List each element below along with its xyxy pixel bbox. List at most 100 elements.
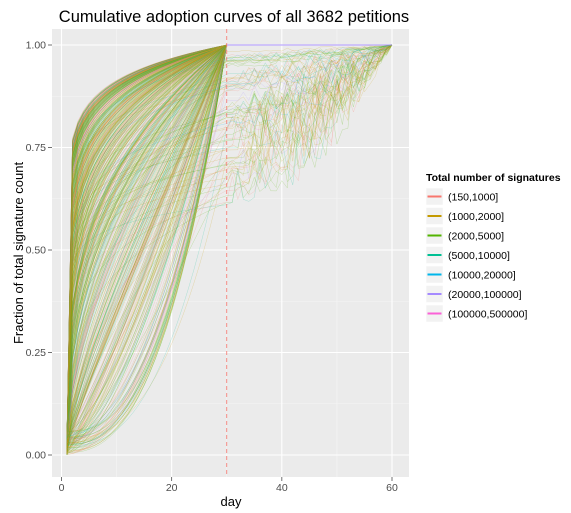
adoption-curve (66, 44, 227, 442)
adoption-curve (66, 44, 227, 453)
adoption-curve (66, 44, 227, 433)
adoption-curve (66, 44, 393, 448)
adoption-curve (66, 44, 393, 442)
adoption-curve (66, 44, 227, 436)
adoption-curve (66, 44, 227, 441)
adoption-curve (66, 44, 227, 445)
adoption-curve (66, 44, 227, 437)
legend-label: (100000,500000] (448, 309, 527, 321)
adoption-curve (66, 44, 227, 447)
adoption-curve (66, 44, 227, 437)
adoption-curve (66, 44, 227, 454)
adoption-curve (66, 44, 227, 447)
adoption-curve (66, 44, 227, 450)
adoption-curve (66, 44, 227, 435)
adoption-curve (66, 44, 227, 452)
adoption-curve (66, 44, 227, 441)
adoption-curve (66, 44, 227, 452)
adoption-curve (66, 44, 227, 453)
adoption-curve (66, 44, 227, 448)
chart-title: Cumulative adoption curves of all 3682 p… (59, 8, 409, 26)
adoption-curve (66, 44, 227, 434)
adoption-curve (66, 44, 227, 452)
adoption-curve (66, 44, 227, 433)
adoption-curve (66, 44, 393, 454)
y-tick-label: 0.25 (26, 347, 47, 359)
legend-label: (10000,20000] (448, 270, 516, 282)
adoption-curve (66, 44, 227, 448)
adoption-curve (66, 44, 227, 437)
adoption-curve (66, 44, 227, 436)
adoption-curve (66, 44, 227, 446)
adoption-curve (66, 44, 227, 455)
adoption-curve (66, 44, 227, 437)
adoption-curve (66, 44, 227, 442)
adoption-curve (66, 44, 227, 438)
adoption-curve (66, 44, 227, 440)
adoption-curve (66, 44, 393, 444)
adoption-curve (66, 44, 227, 440)
adoption-curve (66, 44, 227, 449)
adoption-curve (66, 44, 227, 444)
adoption-curve (66, 44, 393, 447)
adoption-curve (66, 44, 227, 450)
legend-label: (20000,100000] (448, 289, 522, 301)
adoption-curve (66, 44, 227, 454)
adoption-curve (66, 44, 227, 454)
adoption-curve (66, 44, 227, 449)
adoption-curve (66, 44, 227, 437)
adoption-curve (66, 44, 227, 442)
adoption-curve (66, 44, 227, 432)
adoption-curve (66, 44, 227, 449)
adoption-curve (66, 44, 227, 443)
adoption-curve (66, 44, 227, 444)
adoption-curve (66, 44, 227, 454)
adoption-curve (66, 44, 227, 450)
adoption-curve (66, 44, 227, 454)
adoption-curve (66, 44, 227, 432)
adoption-curve (66, 44, 227, 449)
adoption-curve (66, 44, 227, 437)
adoption-curve (66, 44, 227, 453)
adoption-curve (66, 44, 227, 453)
adoption-curve (66, 44, 227, 437)
adoption-curve (66, 44, 227, 441)
adoption-curve (66, 44, 227, 453)
adoption-curve (66, 44, 227, 455)
adoption-curve (66, 44, 227, 448)
adoption-curve (66, 44, 227, 432)
adoption-curve (66, 44, 227, 442)
adoption-curve (66, 44, 227, 439)
adoption-curve (66, 44, 227, 455)
adoption-curve (66, 44, 227, 433)
adoption-curve (66, 44, 227, 448)
adoption-curve (66, 44, 227, 449)
adoption-curve (66, 44, 227, 454)
adoption-curve (66, 44, 227, 455)
x-tick-label: 0 (59, 482, 65, 494)
adoption-curve (66, 44, 227, 437)
adoption-curve (66, 44, 227, 454)
adoption-curve (66, 44, 227, 445)
adoption-curve (66, 44, 227, 453)
adoption-curve (66, 44, 393, 444)
adoption-curve (66, 44, 227, 453)
adoption-curve (66, 44, 227, 434)
adoption-curve (66, 44, 227, 432)
adoption-curve (66, 44, 227, 438)
adoption-curve (66, 44, 227, 439)
adoption-curve (66, 44, 227, 446)
adoption-curve (66, 44, 227, 443)
adoption-curve (66, 44, 227, 440)
adoption-curve (66, 44, 227, 449)
adoption-curve (66, 44, 227, 431)
adoption-curve (66, 44, 227, 437)
adoption-curve (66, 44, 227, 453)
adoption-curve (66, 44, 393, 433)
adoption-curve (66, 44, 227, 436)
adoption-curve (66, 44, 227, 442)
adoption-curve (66, 44, 227, 440)
adoption-curve (66, 44, 227, 445)
adoption-curve (66, 44, 227, 432)
